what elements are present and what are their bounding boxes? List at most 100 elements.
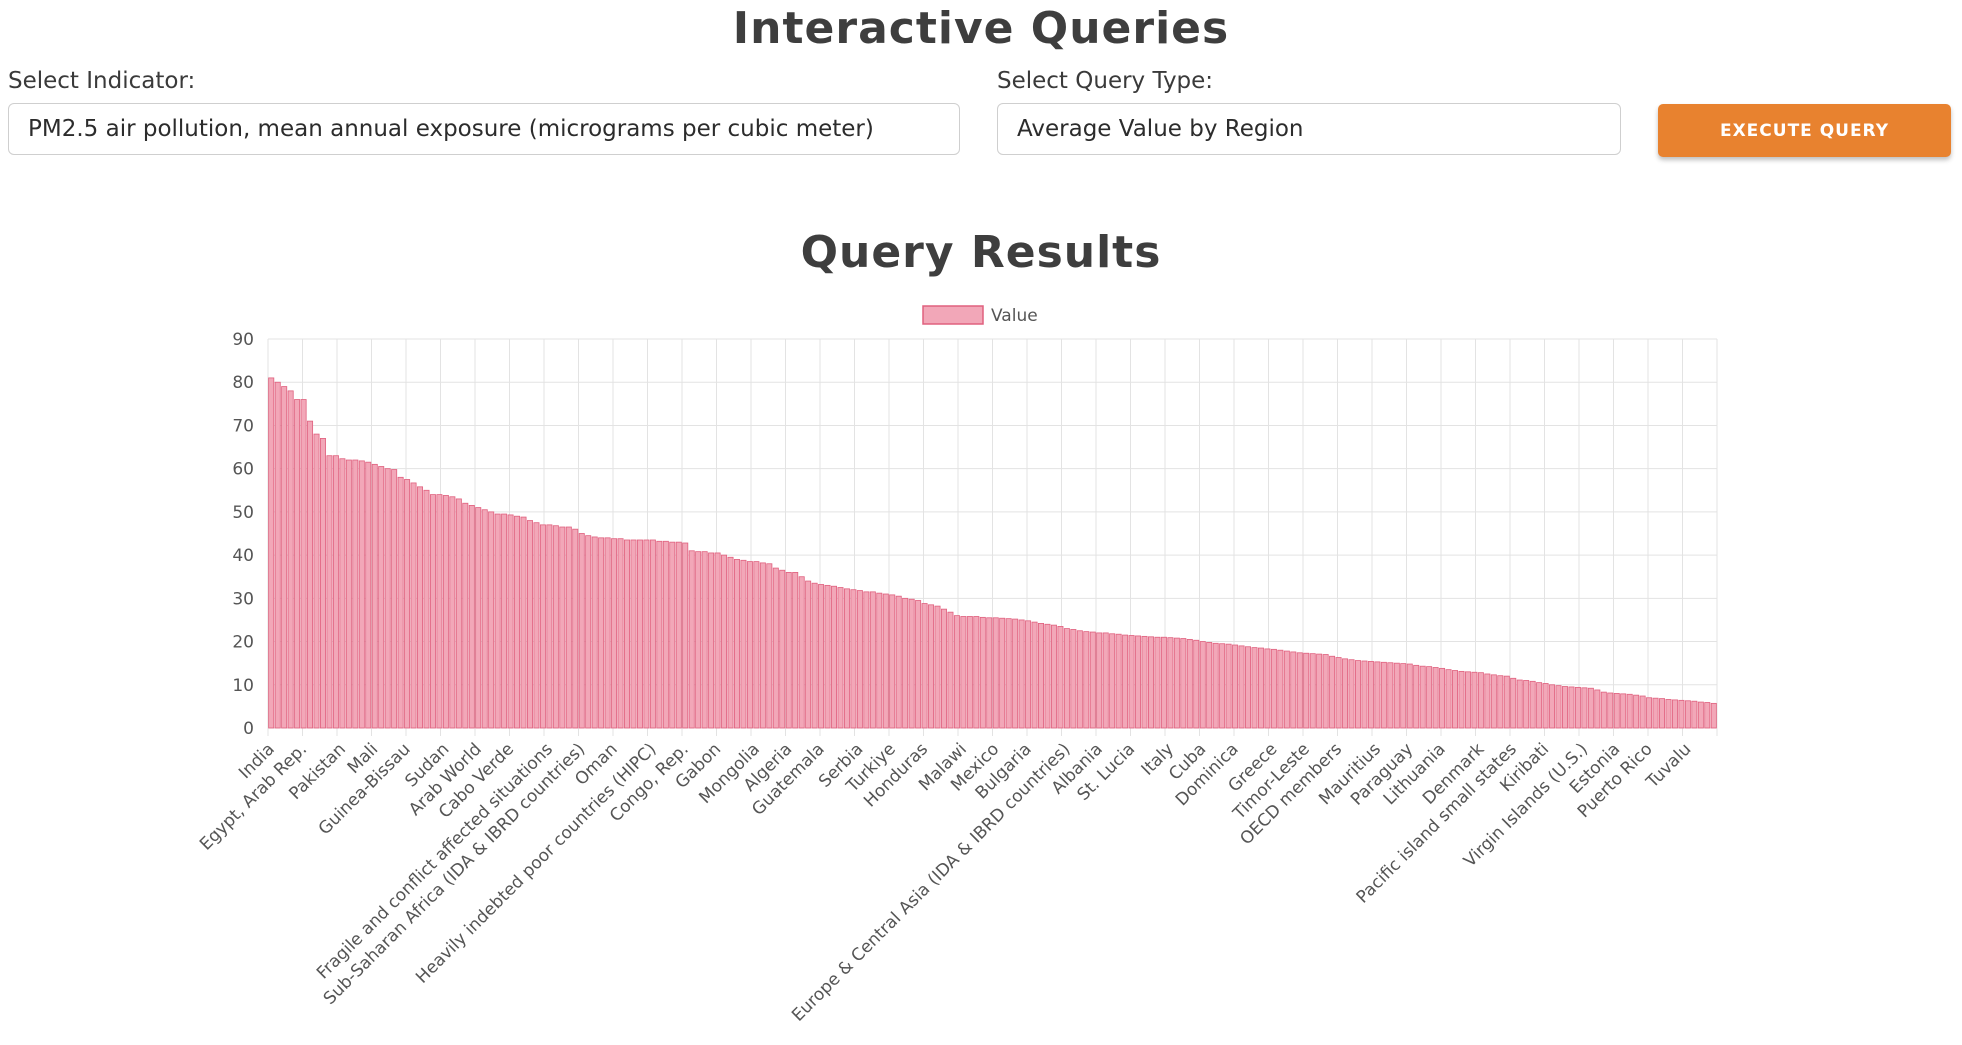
bar[interactable]: [1484, 673, 1491, 729]
bar[interactable]: [1225, 643, 1232, 729]
bar[interactable]: [1277, 649, 1284, 729]
bar[interactable]: [1212, 642, 1219, 729]
bar[interactable]: [714, 552, 721, 729]
bar[interactable]: [908, 598, 915, 729]
bar[interactable]: [1607, 692, 1614, 729]
bar[interactable]: [1219, 643, 1226, 729]
bar[interactable]: [721, 554, 728, 729]
bar[interactable]: [526, 520, 533, 729]
bar[interactable]: [837, 587, 844, 729]
bar[interactable]: [494, 513, 501, 729]
bar[interactable]: [1452, 670, 1459, 729]
bar[interactable]: [947, 611, 954, 729]
bar[interactable]: [1510, 677, 1517, 729]
bar[interactable]: [352, 459, 359, 729]
bar[interactable]: [1678, 699, 1685, 729]
bar[interactable]: [358, 460, 365, 729]
bar[interactable]: [902, 597, 909, 729]
bar[interactable]: [772, 567, 779, 729]
bar[interactable]: [843, 588, 850, 729]
bar[interactable]: [1555, 685, 1562, 729]
bar[interactable]: [1180, 638, 1187, 729]
bar[interactable]: [332, 455, 339, 729]
bar[interactable]: [928, 604, 935, 729]
bar[interactable]: [1012, 618, 1019, 729]
bar[interactable]: [365, 461, 372, 729]
query-type-select[interactable]: Average Value by Region: [997, 103, 1621, 155]
bar[interactable]: [533, 522, 540, 729]
bar[interactable]: [979, 616, 986, 729]
bar[interactable]: [1380, 661, 1387, 729]
bar[interactable]: [649, 539, 656, 729]
bar[interactable]: [766, 563, 773, 729]
bar[interactable]: [753, 561, 760, 729]
bar[interactable]: [1464, 671, 1471, 729]
bar[interactable]: [391, 469, 398, 729]
bar[interactable]: [1413, 664, 1420, 729]
bar[interactable]: [740, 559, 747, 729]
bar[interactable]: [831, 585, 838, 729]
bar[interactable]: [708, 552, 715, 729]
bar[interactable]: [656, 540, 663, 729]
bar[interactable]: [268, 377, 275, 729]
bar[interactable]: [1322, 654, 1329, 729]
bar[interactable]: [1659, 698, 1666, 729]
bar[interactable]: [1477, 672, 1484, 729]
bar[interactable]: [895, 595, 902, 729]
bar[interactable]: [1316, 653, 1323, 729]
bar[interactable]: [1542, 683, 1549, 729]
bar[interactable]: [397, 476, 404, 729]
bar[interactable]: [805, 580, 812, 729]
bar[interactable]: [1594, 689, 1601, 729]
bar[interactable]: [1232, 644, 1239, 729]
bar[interactable]: [1620, 693, 1627, 729]
bar[interactable]: [675, 541, 682, 729]
bar[interactable]: [1374, 661, 1381, 729]
bar[interactable]: [1335, 657, 1342, 729]
bar[interactable]: [539, 524, 546, 729]
bar[interactable]: [1257, 647, 1264, 729]
bar[interactable]: [1387, 662, 1394, 729]
bar[interactable]: [856, 590, 863, 729]
bar[interactable]: [966, 616, 973, 729]
bar[interactable]: [1083, 631, 1090, 729]
bar[interactable]: [850, 589, 857, 729]
bar[interactable]: [1503, 675, 1510, 729]
bar[interactable]: [1613, 693, 1620, 729]
bar[interactable]: [1270, 648, 1277, 729]
bar[interactable]: [818, 584, 825, 729]
bar[interactable]: [475, 507, 482, 729]
bar[interactable]: [1626, 693, 1633, 729]
bar[interactable]: [915, 600, 922, 729]
bar[interactable]: [1238, 645, 1245, 729]
bar[interactable]: [1497, 675, 1504, 729]
bar[interactable]: [1141, 635, 1148, 729]
bar[interactable]: [624, 539, 631, 729]
bar[interactable]: [404, 479, 411, 729]
bar[interactable]: [1290, 651, 1297, 729]
bar[interactable]: [863, 591, 870, 729]
bar[interactable]: [701, 551, 708, 729]
bar[interactable]: [1109, 633, 1116, 729]
bar[interactable]: [274, 381, 281, 729]
bar[interactable]: [1652, 697, 1659, 729]
bar[interactable]: [1025, 620, 1032, 729]
bar[interactable]: [1574, 686, 1581, 729]
bar[interactable]: [1005, 618, 1012, 729]
bar[interactable]: [779, 569, 786, 729]
bar[interactable]: [1206, 642, 1213, 729]
bar[interactable]: [921, 603, 928, 729]
bar[interactable]: [1076, 630, 1083, 729]
bar[interactable]: [1549, 684, 1556, 729]
bar[interactable]: [417, 486, 424, 729]
bar[interactable]: [1439, 667, 1446, 729]
bar[interactable]: [1400, 663, 1407, 729]
bar[interactable]: [591, 536, 598, 729]
bar[interactable]: [604, 537, 611, 729]
bar[interactable]: [1458, 670, 1465, 729]
bar[interactable]: [662, 540, 669, 729]
bar[interactable]: [1329, 655, 1336, 729]
bar[interactable]: [1018, 619, 1025, 729]
bar[interactable]: [695, 551, 702, 729]
bar[interactable]: [1070, 629, 1077, 729]
